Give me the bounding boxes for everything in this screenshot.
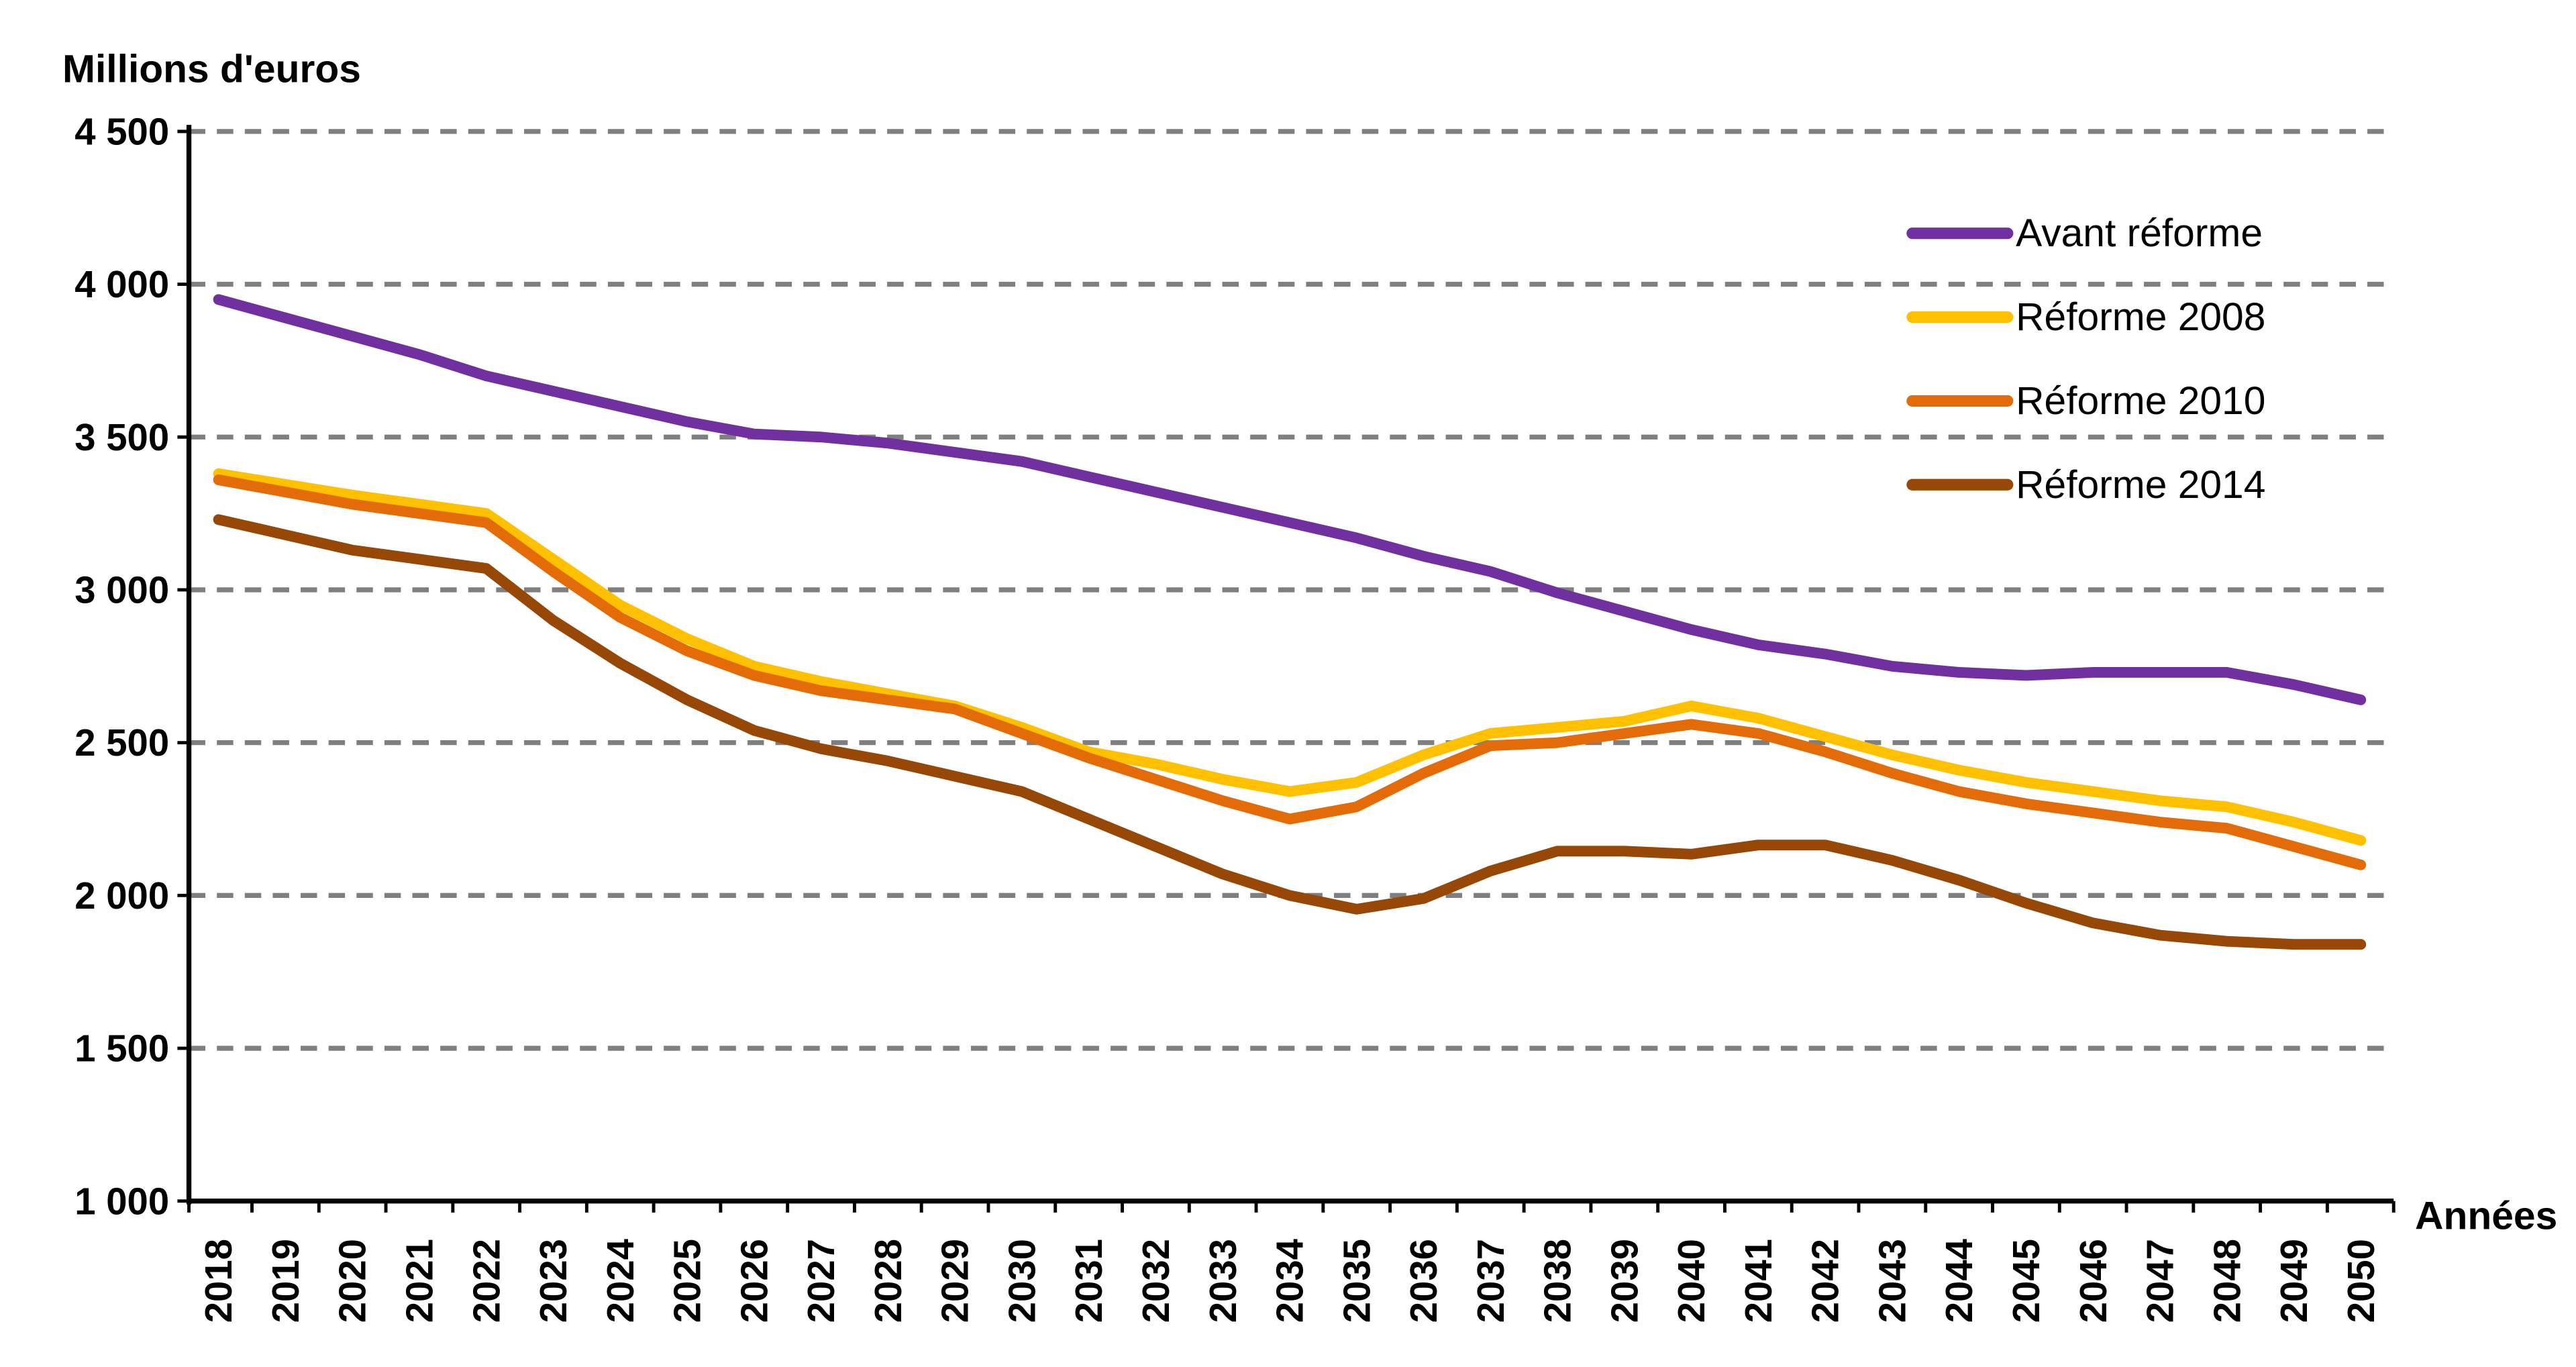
x-tick-label: 2043 xyxy=(1871,1239,1913,1323)
legend-label: Réforme 2008 xyxy=(2016,295,2265,339)
x-tick-label: 2034 xyxy=(1269,1239,1311,1323)
y-tick-label: 2 500 xyxy=(74,721,169,764)
x-tick-label: 2045 xyxy=(2005,1239,2047,1323)
y-tick-label: 1 500 xyxy=(74,1027,169,1070)
x-tick-label: 2028 xyxy=(867,1239,909,1323)
x-tick-label: 2023 xyxy=(532,1239,574,1323)
x-tick-label: 2039 xyxy=(1603,1239,1645,1323)
x-tick-label: 2029 xyxy=(934,1239,976,1323)
x-tick-label: 2031 xyxy=(1068,1239,1110,1323)
legend-label: Réforme 2010 xyxy=(2016,379,2265,423)
x-tick-labels: 2018 2019 2020 2021 2022 2023 2024 2025 2026 2027… xyxy=(197,1239,2382,1323)
x-tick-label: 2050 xyxy=(2340,1239,2382,1323)
x-axis xyxy=(187,1199,2395,1213)
x-tick-label: 2030 xyxy=(1000,1239,1043,1323)
x-tick-label: 2047 xyxy=(2139,1239,2181,1323)
legend-label: Réforme 2014 xyxy=(2016,463,2265,507)
y-tick-label: 4 500 xyxy=(74,110,169,152)
series-lines xyxy=(213,294,2367,950)
x-tick-label: 2037 xyxy=(1470,1239,1512,1323)
x-tick-label: 2032 xyxy=(1135,1239,1177,1323)
series-line-2 xyxy=(213,474,2367,870)
y-tick-label: 3 500 xyxy=(74,416,169,458)
x-tick-label: 2027 xyxy=(800,1239,842,1323)
series-line-0 xyxy=(213,294,2367,705)
y-tick-label: 2 000 xyxy=(74,874,169,917)
y-axis-title: Millions d'euros xyxy=(62,47,361,91)
x-tick-label: 2020 xyxy=(331,1239,374,1323)
x-tick-label: 2018 xyxy=(197,1239,240,1323)
x-tick-label: 2038 xyxy=(1537,1239,1579,1323)
y-tick-label: 4 000 xyxy=(74,263,169,305)
series-line-3 xyxy=(213,514,2367,950)
x-tick-label: 2022 xyxy=(465,1239,507,1323)
series-line-1 xyxy=(213,468,2367,846)
x-tick-label: 2042 xyxy=(1804,1239,1847,1323)
x-tick-label: 2025 xyxy=(666,1239,709,1323)
x-tick-label: 2046 xyxy=(2072,1239,2114,1323)
x-tick-label: 2024 xyxy=(599,1239,641,1323)
x-tick-label: 2036 xyxy=(1402,1239,1445,1323)
x-tick-label: 2044 xyxy=(1938,1239,1980,1323)
x-tick-label: 2041 xyxy=(1737,1239,1780,1323)
y-tick-label: 1 000 xyxy=(74,1180,169,1222)
legend: Avant réforme Réforme 2008 Réforme 2010 Réf… xyxy=(1906,211,2265,507)
x-tick-label: 2033 xyxy=(1202,1239,1244,1323)
legend-label: Avant réforme xyxy=(2016,211,2263,255)
x-tick-label: 2026 xyxy=(733,1239,775,1323)
x-tick-label: 2021 xyxy=(399,1239,441,1323)
x-tick-label: 2035 xyxy=(1335,1239,1378,1323)
x-tick-label: 2049 xyxy=(2273,1239,2315,1323)
x-tick-label: 2040 xyxy=(1670,1239,1712,1323)
y-tick-labels: 1 000 1 500 2 000 2 500 3 000 3 500 4 000 4 500 xyxy=(74,110,169,1222)
y-axis xyxy=(177,125,192,1205)
x-tick-label: 2019 xyxy=(264,1239,307,1323)
x-tick-label: 2048 xyxy=(2206,1239,2248,1323)
x-axis-title: Années xyxy=(2415,1194,2557,1237)
y-tick-label: 3 000 xyxy=(74,569,169,611)
